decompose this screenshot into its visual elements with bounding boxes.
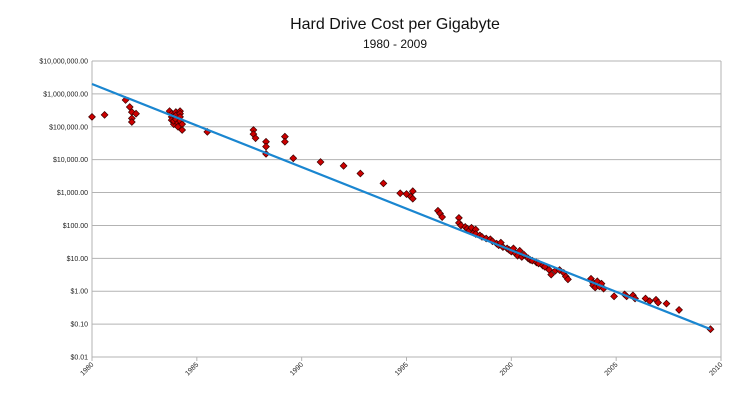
data-point bbox=[547, 270, 556, 279]
data-point bbox=[471, 230, 480, 238]
y-tick-label: $0.01 bbox=[70, 355, 88, 362]
y-tick-label: $1,000.00 bbox=[57, 190, 88, 197]
data-point bbox=[675, 306, 683, 314]
data-point bbox=[396, 189, 405, 198]
data-point bbox=[316, 158, 325, 166]
x-tick-label: 2000 bbox=[499, 361, 515, 377]
data-point bbox=[610, 292, 618, 301]
axes bbox=[91, 61, 722, 361]
y-tick-label: $10,000.00 bbox=[53, 157, 88, 164]
y-tick-label: $100.00 bbox=[63, 223, 88, 230]
trendline bbox=[91, 82, 711, 331]
y-tick-labels: $10,000,000.00 $1,000,000.00 $100,000.00 $1… bbox=[39, 59, 88, 362]
y-tick-label: $10.00 bbox=[67, 256, 89, 263]
data-point bbox=[289, 154, 298, 163]
x-tick-label: 2010 bbox=[708, 361, 724, 377]
data-point bbox=[88, 112, 96, 121]
data-point bbox=[280, 137, 289, 146]
x-tick-label: 1980 bbox=[79, 361, 95, 377]
data-point bbox=[662, 299, 671, 308]
x-tick-label: 1995 bbox=[394, 361, 410, 377]
data-point bbox=[178, 126, 187, 134]
data-point bbox=[402, 190, 411, 198]
data-point bbox=[408, 194, 417, 203]
data-point bbox=[356, 169, 365, 178]
chart-subtitle: 1980 - 2009 bbox=[362, 37, 428, 51]
data-point bbox=[132, 109, 140, 118]
y-tick-label: $100,000.00 bbox=[49, 124, 88, 131]
data-point bbox=[564, 275, 572, 284]
y-tick-label: $1.00 bbox=[70, 289, 88, 296]
data-point bbox=[339, 161, 348, 170]
x-tick-label: 1985 bbox=[184, 361, 200, 377]
x-tick-label: 1990 bbox=[289, 361, 305, 377]
data-point bbox=[251, 134, 260, 143]
data-point bbox=[408, 187, 417, 196]
x-tick-label: 2005 bbox=[604, 361, 620, 377]
y-tick-label: $10,000,000.00 bbox=[39, 59, 88, 66]
data-point bbox=[262, 142, 270, 151]
data-points bbox=[88, 96, 715, 334]
data-point bbox=[654, 298, 662, 307]
trendline-group bbox=[91, 82, 711, 331]
chart-title: Hard Drive Cost per Gigabyte bbox=[290, 16, 500, 33]
y-tick-label: $1,000,000.00 bbox=[43, 91, 88, 98]
data-point bbox=[438, 213, 447, 221]
y-tick-label: $0.10 bbox=[70, 322, 88, 329]
x-tick-labels: 1980 1985 1990 1995 2000 2005 2010 bbox=[79, 361, 724, 377]
data-point bbox=[100, 110, 109, 119]
data-point bbox=[127, 118, 136, 126]
data-point bbox=[379, 179, 388, 188]
